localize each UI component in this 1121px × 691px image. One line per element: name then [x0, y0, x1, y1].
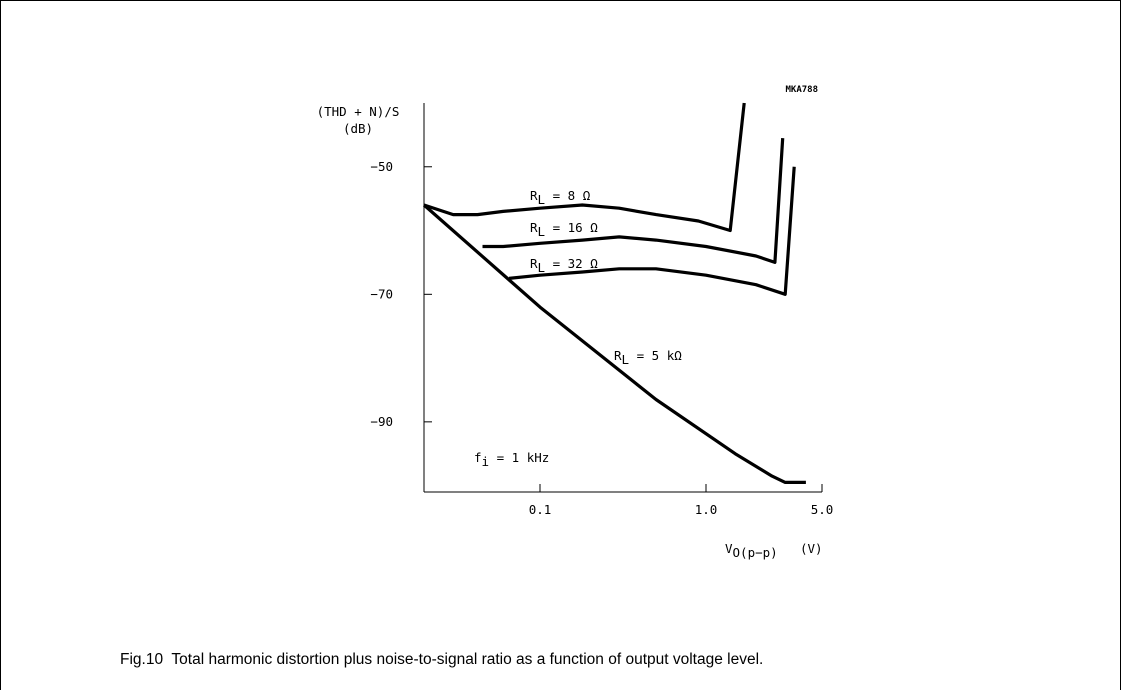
code-label: MKA788 — [785, 85, 818, 95]
x-axis-unit: (V) — [800, 541, 823, 556]
series-line — [423, 102, 746, 233]
series-line — [508, 166, 796, 296]
series-label: RL = 5 kΩ — [614, 348, 682, 367]
series-layer — [422, 102, 806, 484]
series-label: RL = 32 Ω — [530, 256, 598, 275]
x-tick-label: 0.1 — [529, 502, 552, 517]
y-tick-label: −70 — [370, 286, 393, 301]
y-tick-label: −50 — [370, 159, 393, 174]
series-line — [422, 203, 806, 484]
series-line — [482, 137, 785, 264]
y-tick-label: −90 — [370, 414, 393, 429]
x-axis-label: VO(p−p) — [725, 541, 778, 560]
x-tick-label: 1.0 — [695, 502, 718, 517]
series-label: RL = 16 Ω — [530, 220, 598, 239]
thd-chart: MKA788 (THD + N)/S (dB) −50 −70 −90 0.1 1.0 5… — [317, 85, 834, 560]
axis-layer: −50 −70 −90 0.1 1.0 5.0 VO(p−p) (V) — [370, 103, 833, 560]
y-axis-unit: (dB) — [343, 121, 373, 136]
series-label: RL = 8 Ω — [530, 188, 591, 207]
label-layer: RL = 8 Ω RL = 16 Ω RL = 32 Ω RL = 5 kΩ fi = … — [474, 188, 682, 469]
figure-caption: Fig.10 Total harmonic distortion plus no… — [120, 651, 764, 668]
x-tick-label: 5.0 — [811, 502, 834, 517]
frequency-annotation: fi = 1 kHz — [474, 450, 549, 469]
y-axis-label: (THD + N)/S — [317, 104, 400, 119]
